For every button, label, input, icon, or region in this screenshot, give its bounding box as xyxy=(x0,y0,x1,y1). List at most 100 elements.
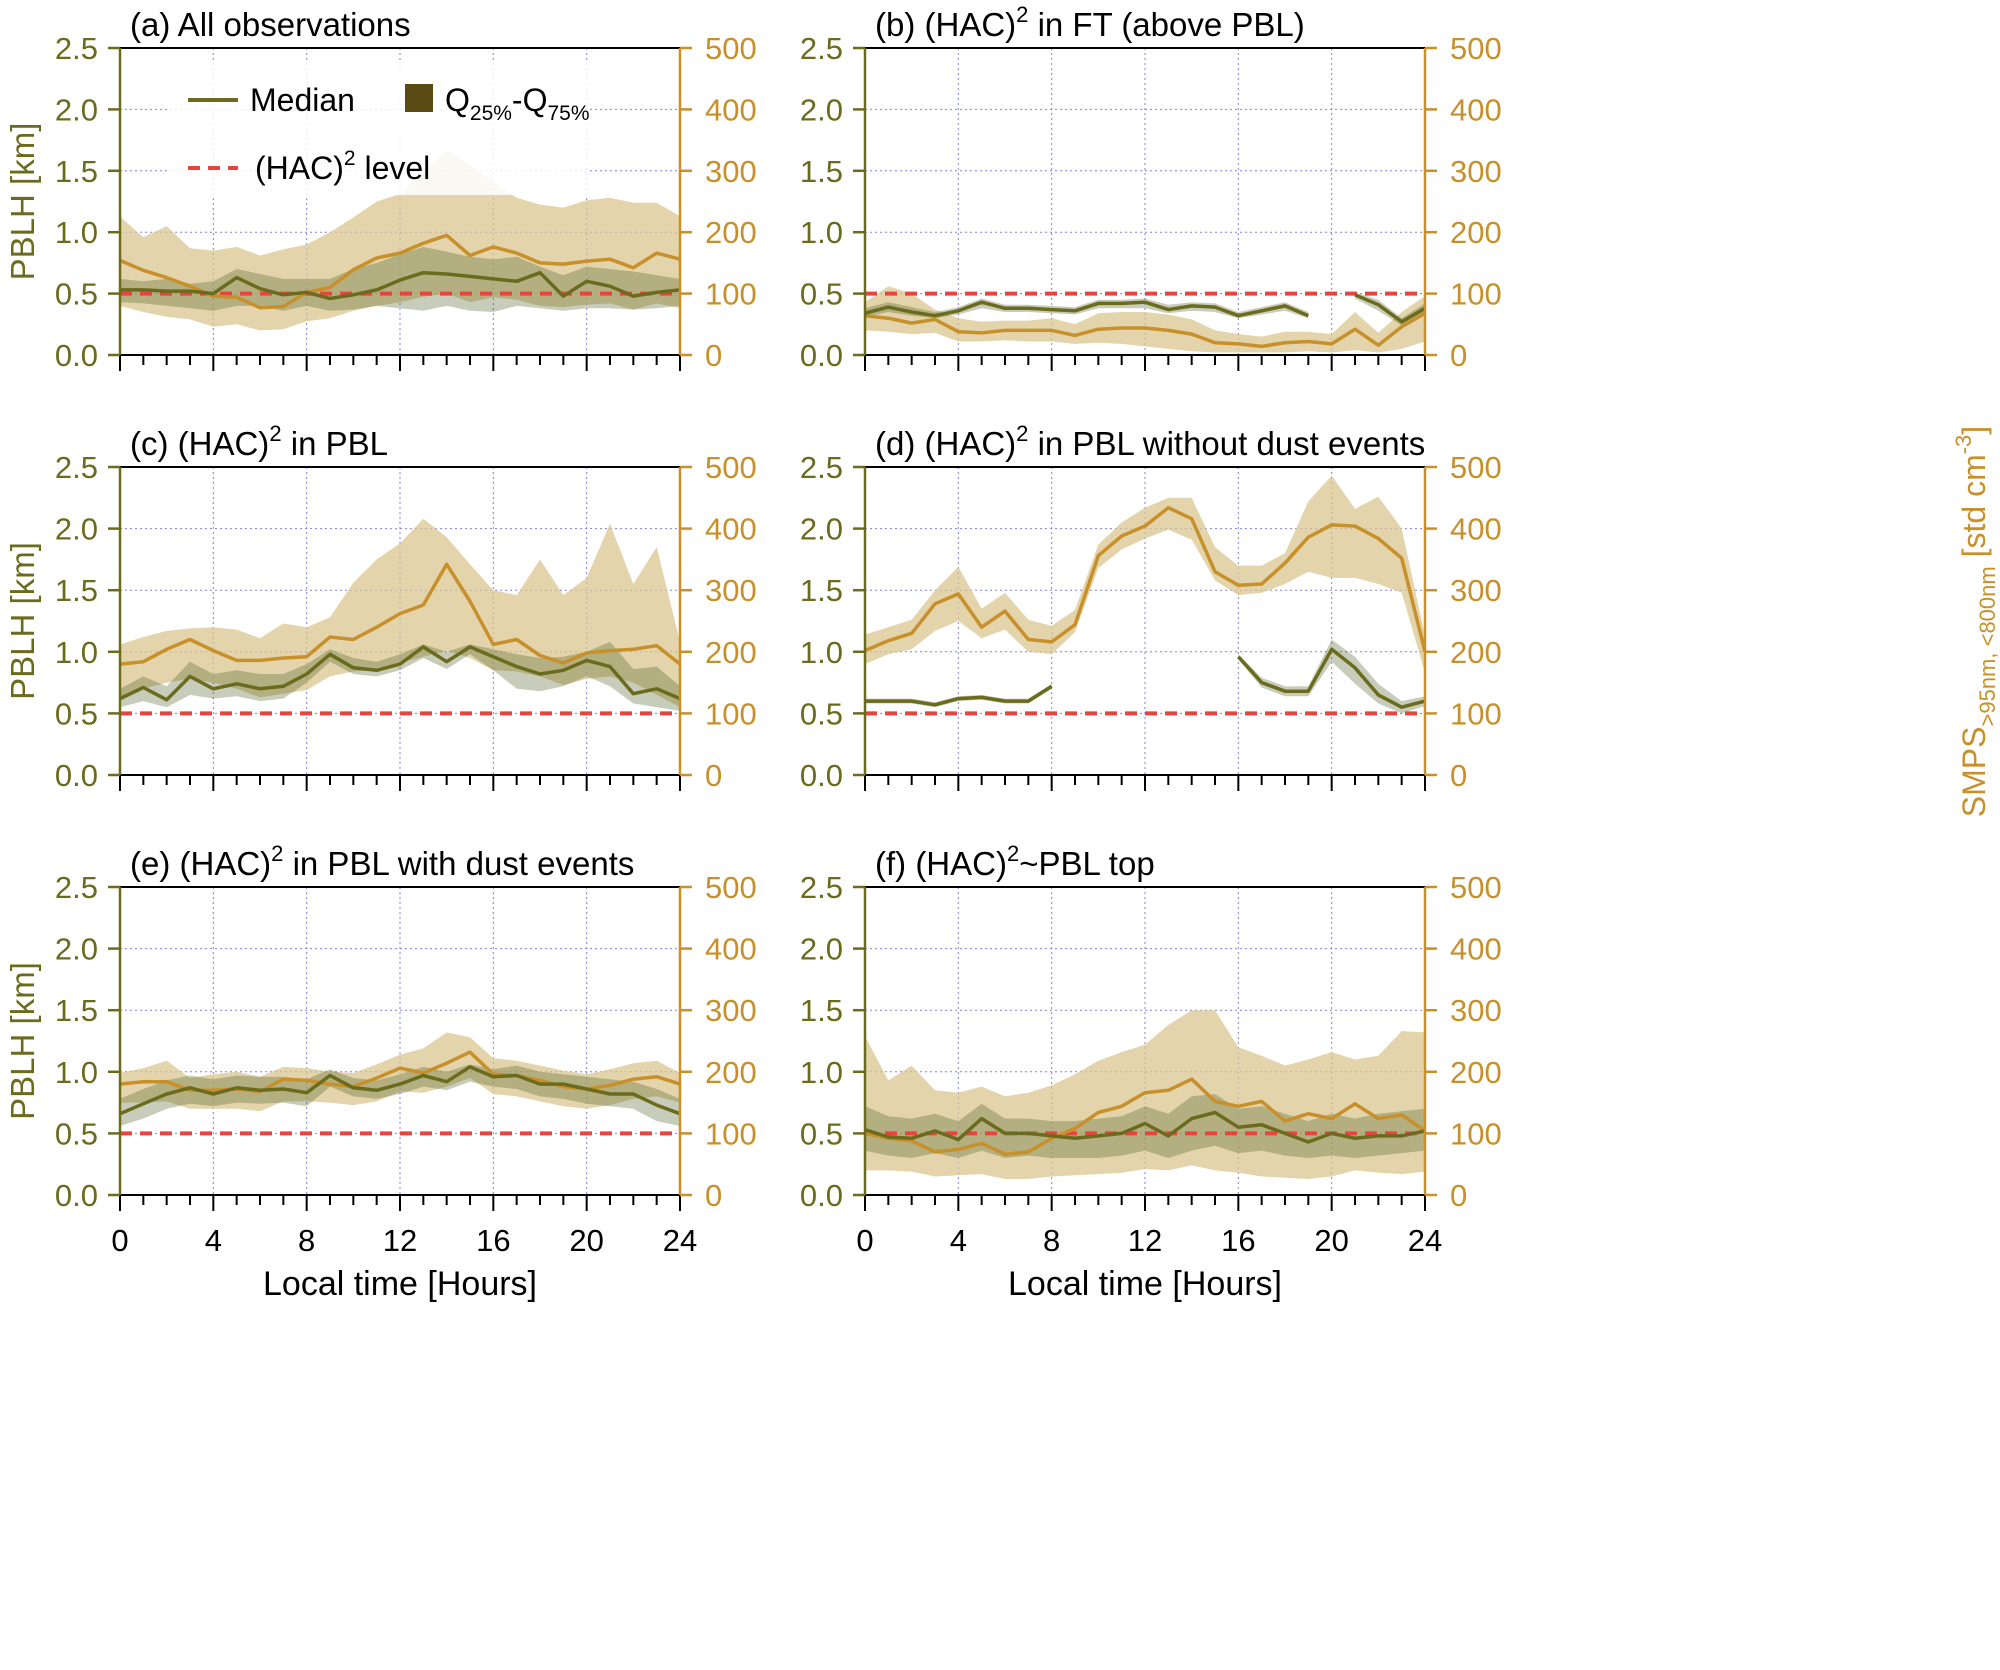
panel-title: (b) (HAC)2 in FT (above PBL) xyxy=(875,2,1305,43)
left-tick-label: 0.5 xyxy=(55,696,98,731)
panel-title-rest: in FT (above PBL) xyxy=(1028,6,1304,43)
left-tick-label: 0.5 xyxy=(55,277,98,312)
x-tick-label: 4 xyxy=(205,1223,222,1258)
left-axis-label: PBLH [km] xyxy=(4,123,41,281)
right-tick-label: 500 xyxy=(1450,450,1502,485)
right-axis-label-main: SMPS xyxy=(1956,727,1992,818)
pblh-iqr-band xyxy=(120,641,680,711)
pblh-median-line xyxy=(865,684,1053,707)
left-tick-label: 2.5 xyxy=(800,31,843,66)
pblh-median-line xyxy=(1237,647,1426,709)
legend-median-label: Median xyxy=(250,82,355,118)
panel-title-text: (a) All observations xyxy=(130,6,411,43)
x-tick-label: 8 xyxy=(298,1223,315,1258)
right-axis-label: SMPS>95nm, <800nm [std cm-3] xyxy=(1951,426,2000,817)
right-tick-label: 400 xyxy=(1450,932,1502,967)
panel-title-rest: ~PBL top xyxy=(1019,845,1154,882)
smps-iqr-band xyxy=(120,149,680,331)
panel-title-superscript: 2 xyxy=(271,841,283,866)
left-tick-label: 2.0 xyxy=(800,932,843,967)
right-tick-label: 100 xyxy=(705,696,757,731)
smps-iqr-band xyxy=(865,286,1425,353)
panel-title: (e) (HAC)2 in PBL with dust events xyxy=(130,841,634,882)
right-axis-label-sub: >95nm, <800nm xyxy=(1975,566,2000,726)
right-tick-label: 300 xyxy=(1450,993,1502,1028)
pblh-median-line xyxy=(864,300,1309,318)
legend-hac-main: (HAC) xyxy=(255,150,344,186)
left-tick-label: 0.5 xyxy=(800,696,843,731)
panel-d: 0.0 0.5 1.0 1.5 2.0 2.5 0 100 200 300 400 500 (d) (H… xyxy=(800,421,1502,793)
right-tick-label: 200 xyxy=(1450,1055,1502,1090)
panel-title-text: (d) (HAC) xyxy=(875,425,1016,462)
panel-title-rest: in PBL with dust events xyxy=(283,845,634,882)
right-tick-label: 200 xyxy=(1450,215,1502,250)
left-tick-label: 1.5 xyxy=(800,154,843,189)
right-tick-label: 100 xyxy=(1450,1116,1502,1151)
x-tick-label: 16 xyxy=(476,1223,510,1258)
panel-title: (d) (HAC)2 in PBL without dust events xyxy=(875,421,1425,462)
smps-median-line xyxy=(864,1077,1426,1157)
x-tick-label: 12 xyxy=(1128,1223,1162,1258)
panel-title: (f) (HAC)2~PBL top xyxy=(875,841,1155,882)
left-tick-label: 1.0 xyxy=(55,215,98,250)
right-tick-label: 500 xyxy=(705,31,757,66)
right-tick-label: 500 xyxy=(705,450,757,485)
x-tick-label: 20 xyxy=(569,1223,603,1258)
left-tick-label: 0.5 xyxy=(800,277,843,312)
right-tick-label: 300 xyxy=(705,573,757,608)
legend-iqr-sub2: 75% xyxy=(547,102,589,125)
right-axis-label-sup: -3 xyxy=(1951,435,1976,455)
pblh-median-line xyxy=(120,270,681,301)
panel-c: 0.0 0.5 1.0 1.5 2.0 2.5 0 100 200 300 400 500 (c) (H… xyxy=(4,421,757,793)
smps-median-line xyxy=(119,233,681,310)
pblh-median-line xyxy=(119,645,681,702)
x-tick-label: 0 xyxy=(111,1223,128,1258)
left-tick-label: 2.0 xyxy=(55,92,98,127)
left-tick-label: 0.0 xyxy=(800,758,843,793)
right-tick-label: 400 xyxy=(705,932,757,967)
right-tick-label: 200 xyxy=(705,1055,757,1090)
x-tick-label: 8 xyxy=(1043,1223,1060,1258)
panel-title-text: (e) (HAC) xyxy=(130,845,271,882)
x-tick-label: 16 xyxy=(1221,1223,1255,1258)
right-tick-label: 0 xyxy=(705,1178,722,1213)
smps-median-line xyxy=(864,311,1426,349)
right-tick-label: 500 xyxy=(1450,31,1502,66)
right-tick-label: 500 xyxy=(1450,870,1502,905)
panel-title: (a) All observations xyxy=(130,6,411,43)
left-axis-label: PBLH [km] xyxy=(4,542,41,700)
x-tick-label: 20 xyxy=(1314,1223,1348,1258)
right-tick-label: 100 xyxy=(1450,277,1502,312)
legend-hac-sup: 2 xyxy=(344,147,356,170)
pblh-median-line xyxy=(119,1065,681,1116)
right-tick-label: 300 xyxy=(1450,573,1502,608)
left-tick-label: 1.0 xyxy=(55,635,98,670)
right-tick-label: 300 xyxy=(705,993,757,1028)
right-tick-label: 400 xyxy=(705,92,757,127)
smps-iqr-band xyxy=(865,475,1425,673)
left-tick-label: 2.5 xyxy=(55,870,98,905)
left-tick-label: 0.0 xyxy=(800,1178,843,1213)
right-tick-label: 100 xyxy=(1450,696,1502,731)
panel-title-superscript: 2 xyxy=(1016,2,1028,27)
left-tick-label: 2.5 xyxy=(55,450,98,485)
panel-title-rest: in PBL without dust events xyxy=(1028,425,1425,462)
right-tick-label: 100 xyxy=(705,1116,757,1151)
right-tick-label: 300 xyxy=(705,154,757,189)
x-axis-label: Local time [Hours] xyxy=(1008,1265,1282,1303)
panel-title-superscript: 2 xyxy=(269,421,281,446)
left-tick-label: 1.0 xyxy=(800,635,843,670)
left-tick-label: 1.0 xyxy=(55,1055,98,1090)
right-tick-label: 0 xyxy=(1450,338,1467,373)
smps-median-line xyxy=(119,562,682,666)
left-tick-label: 2.0 xyxy=(55,932,98,967)
right-tick-label: 0 xyxy=(1450,1178,1467,1213)
panel-b: 0.0 0.5 1.0 1.5 2.0 2.5 0 100 200 300 400 500 (b) (H… xyxy=(800,2,1502,373)
legend-background xyxy=(170,60,590,195)
left-tick-label: 1.0 xyxy=(800,215,843,250)
left-tick-label: 0.0 xyxy=(800,338,843,373)
right-tick-label: 0 xyxy=(1450,758,1467,793)
